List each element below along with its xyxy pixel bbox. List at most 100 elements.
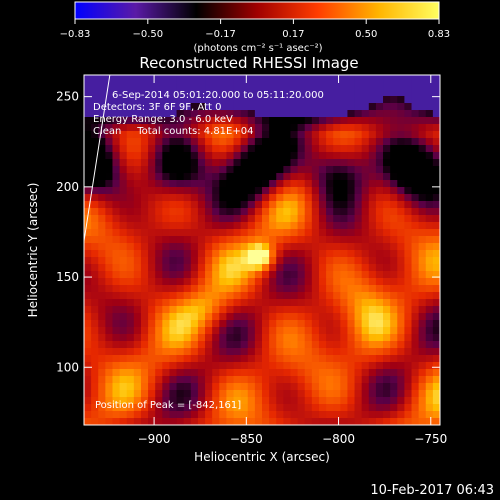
heatmap-cell: [226, 292, 234, 300]
heatmap-cell: [98, 96, 106, 104]
x-tick-label: −850: [230, 432, 263, 446]
heatmap-cell: [226, 264, 234, 272]
heatmap-cell: [119, 75, 128, 83]
heatmap-cell: [148, 96, 156, 104]
heatmap-cell: [397, 299, 405, 307]
heatmap-cell: [411, 82, 420, 90]
heatmap-cell: [155, 138, 163, 146]
heatmap-cell: [212, 152, 220, 160]
heatmap-cell: [361, 187, 370, 195]
heatmap-cell: [140, 229, 149, 237]
heatmap-cell: [126, 152, 135, 160]
heatmap-cell: [140, 145, 149, 153]
heatmap-cell: [176, 271, 185, 279]
heatmap-cell: [269, 278, 277, 286]
heatmap-cell: [326, 306, 334, 314]
heatmap-cell: [304, 390, 313, 398]
heatmap-cell: [176, 110, 185, 118]
heatmap-cell: [140, 418, 149, 425]
heatmap-cell: [226, 362, 234, 370]
heatmap-cell: [183, 89, 192, 97]
heatmap-cell: [197, 215, 206, 223]
heatmap-cell: [425, 250, 434, 258]
heatmap-cell: [340, 138, 348, 146]
heatmap-cell: [304, 278, 313, 286]
heatmap-cell: [432, 397, 440, 405]
heatmap-cell: [283, 124, 291, 132]
heatmap-cell: [375, 348, 384, 356]
heatmap-cell: [183, 103, 192, 111]
heatmap-cell: [233, 334, 242, 342]
heatmap-cell: [84, 243, 92, 251]
heatmap-cell: [383, 96, 391, 104]
heatmap-cell: [197, 103, 206, 111]
heatmap-cell: [397, 124, 405, 132]
heatmap-cell: [98, 285, 106, 293]
heatmap-cell: [148, 152, 156, 160]
heatmap-cell: [254, 327, 263, 335]
heatmap-cell: [390, 313, 398, 321]
heatmap-cell: [347, 96, 355, 104]
heatmap-cell: [105, 187, 113, 195]
heatmap-cell: [233, 299, 242, 307]
heatmap-cell: [105, 89, 113, 97]
heatmap-cell: [326, 334, 334, 342]
heatmap-cell: [254, 404, 263, 412]
heatmap-cell: [162, 236, 170, 244]
heatmap-cell: [240, 180, 249, 188]
heatmap-cell: [155, 201, 163, 209]
info-algorithm-counts: Clean Total counts: 4.81E+04: [93, 126, 253, 137]
heatmap-cell: [411, 313, 420, 321]
heatmap-cell: [411, 355, 420, 363]
heatmap-cell: [190, 327, 199, 335]
heatmap-cell: [190, 173, 199, 181]
heatmap-cell: [254, 313, 263, 321]
heatmap-cell: [432, 82, 440, 90]
heatmap-cell: [297, 236, 306, 244]
heatmap-cell: [269, 250, 277, 258]
heatmap-cell: [212, 327, 220, 335]
heatmap-cell: [383, 376, 391, 384]
heatmap-cell: [84, 82, 92, 90]
heatmap-cell: [290, 187, 298, 195]
heatmap-cell: [411, 208, 420, 216]
heatmap-cell: [304, 383, 313, 391]
heatmap-cell: [233, 180, 242, 188]
heatmap-cell: [169, 264, 177, 272]
heatmap-cell: [254, 187, 263, 195]
heatmap-cell: [240, 82, 249, 90]
heatmap-cell: [283, 383, 291, 391]
heatmap-cell: [397, 138, 405, 146]
heatmap-cell: [361, 306, 370, 314]
heatmap-cell: [304, 327, 313, 335]
heatmap-cell: [133, 201, 142, 209]
heatmap-cell: [425, 110, 434, 118]
heatmap-cell: [262, 292, 270, 300]
heatmap-cell: [311, 96, 320, 104]
heatmap-cell: [333, 383, 341, 391]
heatmap-cell: [347, 327, 355, 335]
heatmap-cell: [304, 411, 313, 419]
heatmap-cell: [318, 362, 327, 370]
heatmap-cell: [290, 222, 298, 230]
heatmap-cell: [318, 222, 327, 230]
heatmap-cell: [368, 124, 377, 132]
heatmap-cell: [205, 187, 213, 195]
heatmap-cell: [311, 264, 320, 272]
heatmap-cell: [375, 383, 384, 391]
heatmap-cell: [375, 180, 384, 188]
heatmap-cell: [91, 89, 99, 97]
heatmap-cell: [126, 369, 135, 377]
heatmap-cell: [368, 166, 377, 174]
heatmap-cell: [262, 376, 270, 384]
heatmap-cell: [84, 383, 92, 391]
heatmap-cell: [105, 138, 113, 146]
heatmap-cell: [183, 201, 192, 209]
heatmap-cell: [375, 194, 384, 202]
heatmap-cell: [233, 82, 242, 90]
heatmap-cell: [432, 355, 440, 363]
heatmap-cell: [383, 194, 391, 202]
heatmap-cell: [318, 194, 327, 202]
heatmap-cell: [404, 383, 412, 391]
heatmap-cell: [269, 341, 277, 349]
